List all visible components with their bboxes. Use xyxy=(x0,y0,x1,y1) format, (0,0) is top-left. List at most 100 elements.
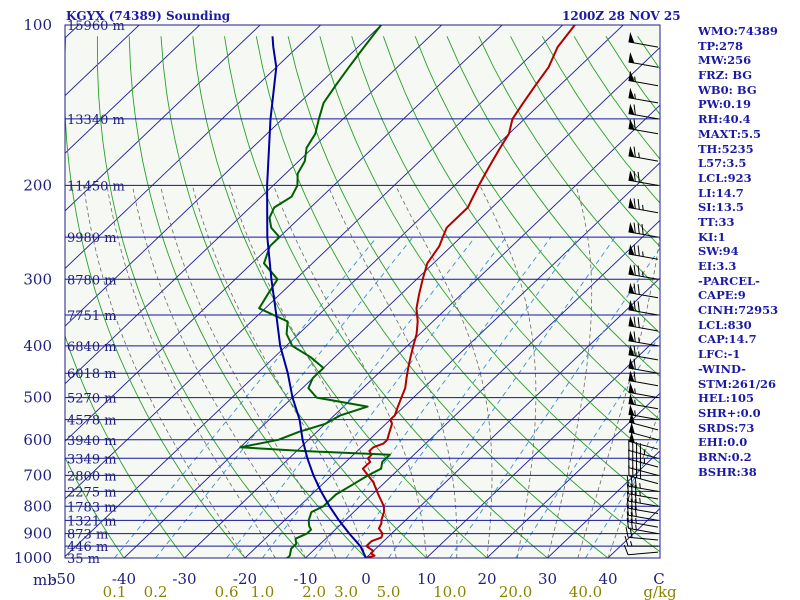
wind-barb xyxy=(626,475,659,492)
wind-barb xyxy=(626,511,659,528)
wind-barb-staff xyxy=(628,500,659,507)
wind-barb-staff xyxy=(628,61,659,68)
chart-title-station: KGYX (74389) Sounding xyxy=(66,9,231,23)
wind-barb-pennant xyxy=(629,422,635,434)
isotherm-line xyxy=(65,25,503,442)
moist-adiabat-line xyxy=(191,185,367,558)
wind-barb-staff xyxy=(628,207,659,214)
wind-barb-pennant xyxy=(628,404,635,416)
wind-barb xyxy=(628,299,659,316)
sounding-parameters-list: WMO:74389 TP:278 MW:256 FRZ: BG WB0: BG PW:0.… xyxy=(698,24,798,479)
dry-adiabat-line xyxy=(287,36,660,553)
wind-barb-half-feather xyxy=(639,497,641,504)
wind-barb xyxy=(628,87,659,104)
wind-barb-pennant xyxy=(628,382,635,394)
sounding-parameter: TT:33 xyxy=(698,214,735,229)
sounding-parameter: BSHR:38 xyxy=(698,464,757,479)
moist-adiabat-line xyxy=(83,185,246,558)
wind-barb xyxy=(628,32,659,48)
wind-barb-feather xyxy=(633,119,636,130)
height-label: 11450 m xyxy=(67,179,125,194)
wind-barb xyxy=(626,497,659,514)
wind-barb-staff xyxy=(628,155,659,162)
sounding-parameter: FRZ: BG xyxy=(698,68,753,83)
wind-barb-pennant xyxy=(628,370,635,382)
wind-barb-pennant xyxy=(628,393,635,405)
temperature-tick-label: 20 xyxy=(477,570,496,588)
wind-barb xyxy=(628,118,659,135)
isotherm-line xyxy=(546,450,660,558)
mixing-ratio-tick-label: 5.0 xyxy=(377,583,401,600)
mixing-ratio-unit-label: g/kg xyxy=(643,583,677,600)
wind-barb-feather xyxy=(633,104,636,115)
wind-barb-feather xyxy=(634,506,637,517)
temperature-tick-label: -10 xyxy=(293,570,317,588)
sounding-parameter: WB0: BG xyxy=(698,82,757,97)
mixing-ratio-tick-label: 2.0 xyxy=(302,583,326,600)
wind-barb xyxy=(628,315,659,332)
wind-barb-half-feather xyxy=(639,483,641,489)
wind-barb-half-feather xyxy=(634,399,636,405)
wind-barb-feather xyxy=(637,301,640,312)
wind-barb xyxy=(628,170,659,186)
temperature-tick-label: 0 xyxy=(361,570,371,588)
dry-adiabat-line xyxy=(96,36,307,558)
wind-barb-feather xyxy=(634,499,637,510)
isotherm-line xyxy=(123,46,660,558)
wind-barb-pennant xyxy=(628,103,635,115)
pressure-tick-label: 500 xyxy=(23,389,52,407)
wind-barb-feather xyxy=(633,331,636,342)
dry-adiabat-line xyxy=(128,36,367,558)
isotherm-line xyxy=(425,334,660,558)
wind-barb xyxy=(628,52,659,68)
wind-barb-pennant xyxy=(628,358,635,369)
dry-adiabat-line xyxy=(351,36,660,464)
wind-barb-feather xyxy=(630,505,633,516)
parcel-profile-line xyxy=(266,36,367,558)
wind-barb-staff xyxy=(628,273,659,280)
isotherm-line xyxy=(65,25,564,500)
mixing-ratio-tick-label: 0.6 xyxy=(215,583,239,600)
height-label: 6840 m xyxy=(67,340,117,355)
wind-barb-feather xyxy=(630,491,633,502)
sounding-parameter: LFC:-1 xyxy=(698,347,741,362)
sounding-parameter: PW:0.19 xyxy=(698,97,752,112)
temperature-unit-label: C xyxy=(653,570,664,588)
wind-barb xyxy=(628,440,659,459)
wind-barb xyxy=(626,483,659,500)
pressure-tick-label: 800 xyxy=(23,497,52,515)
wind-barb xyxy=(628,393,659,410)
dry-adiabat-line xyxy=(65,36,246,558)
dry-adiabat-line xyxy=(414,36,660,378)
sounding-parameter: -WIND- xyxy=(698,361,746,376)
wind-barb-pennant xyxy=(628,146,635,157)
wind-barb-feather xyxy=(626,497,629,509)
wind-barb-staff xyxy=(628,467,659,476)
wind-barb-staff xyxy=(628,431,659,441)
wind-barb-feather xyxy=(630,512,633,523)
isotherm-line xyxy=(304,219,660,558)
wind-barb-half-feather xyxy=(642,204,644,211)
wind-barb-half-feather xyxy=(639,490,641,496)
wind-barb-pennant xyxy=(628,170,635,182)
wind-barb xyxy=(628,358,659,374)
sounding-parameter: CAP:14.7 xyxy=(698,332,757,347)
pressure-tick-label: 100 xyxy=(23,16,52,34)
wind-barb xyxy=(626,517,659,535)
mixing-ratio-tick-label: 10.0 xyxy=(433,583,466,600)
wind-barb-feather xyxy=(634,484,637,496)
sounding-parameter: SW:94 xyxy=(698,244,739,259)
sounding-parameter: RH:40.4 xyxy=(698,112,751,127)
sounding-parameter: WMO:74389 xyxy=(698,24,778,38)
sounding-parameter: EHI:0.0 xyxy=(698,435,748,450)
isotherm-line xyxy=(65,25,382,327)
wind-barb-staff xyxy=(628,380,659,387)
isotherm-line xyxy=(486,392,660,558)
wind-barb-feather xyxy=(633,358,636,370)
sounding-parameter: MW:256 xyxy=(698,53,752,68)
wind-barb-staff xyxy=(628,458,659,468)
dry-adiabat-line xyxy=(255,36,609,558)
sounding-parameter: HEL:105 xyxy=(698,391,754,406)
height-label: 7751 m xyxy=(67,309,117,324)
wind-barb xyxy=(623,544,659,556)
